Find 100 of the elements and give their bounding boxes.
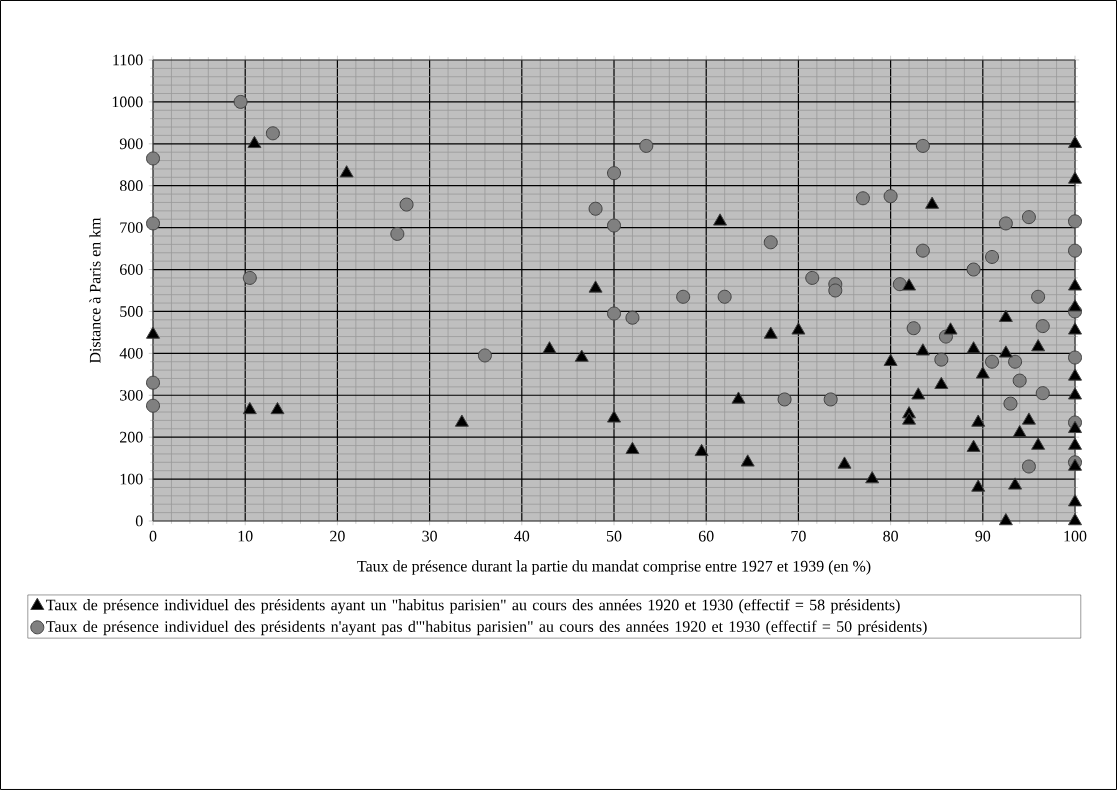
point [242, 401, 257, 415]
point [242, 270, 257, 285]
point [607, 306, 622, 321]
point [1068, 368, 1083, 381]
point [454, 414, 469, 427]
point [146, 326, 160, 339]
point [915, 343, 930, 356]
point [1035, 319, 1050, 334]
point [1068, 243, 1083, 258]
y-tick-label: 500 [120, 306, 143, 317]
point [588, 280, 603, 293]
point [998, 216, 1013, 231]
point [1021, 210, 1036, 225]
point [1068, 512, 1083, 526]
point [763, 326, 778, 339]
y-tick-label: 800 [119, 180, 143, 192]
point [1031, 289, 1046, 304]
point [1008, 354, 1023, 369]
point [399, 197, 414, 212]
point [265, 126, 280, 141]
point [1003, 396, 1018, 411]
point [883, 353, 898, 366]
y-tick-label: 300 [120, 389, 143, 401]
point [1068, 387, 1083, 400]
point [146, 151, 161, 166]
point [1068, 214, 1083, 229]
y-tick-label: 900 [119, 138, 143, 150]
point [823, 392, 838, 407]
point [625, 441, 640, 454]
point [966, 341, 981, 354]
point [971, 479, 986, 492]
point [902, 278, 917, 291]
point [1008, 477, 1023, 490]
point [1031, 339, 1046, 352]
point [146, 216, 161, 231]
point [574, 349, 589, 362]
x-tick-label: 80 [883, 530, 898, 542]
point [607, 410, 621, 423]
point [1021, 459, 1036, 474]
point [1068, 494, 1083, 507]
y-tick-label: 100 [120, 473, 143, 485]
x-tick-label: 10 [238, 530, 253, 542]
point [966, 262, 981, 277]
x-tick-label: 60 [698, 530, 714, 542]
point [828, 283, 843, 298]
point [588, 201, 603, 216]
legend-label: Taux de présence individuel des présidents n'ayant pas d'"habitus parisien" au cours des années 1920 et 1930 (effectif = 50 présidents) [46, 620, 927, 636]
point [934, 352, 949, 367]
point [694, 443, 709, 457]
y-tick-label: 0 [135, 515, 143, 527]
point [998, 309, 1013, 322]
legend-label: Taux de présence individuel des présidents ayant un "habitus parisien" au cours des années 1920 et 1930 (effectif = 58 présidents) [46, 598, 900, 614]
point [911, 387, 926, 400]
point [915, 138, 930, 153]
point [1068, 350, 1083, 365]
point [717, 289, 732, 304]
x-tick-label: 0 [149, 530, 157, 542]
point [902, 412, 917, 425]
y-axis-title: Distance à Paris en km [89, 217, 101, 364]
point [1031, 437, 1046, 450]
point [791, 322, 806, 335]
point [1021, 412, 1036, 425]
x-tick-label: 20 [330, 530, 345, 542]
point [915, 243, 930, 258]
point [883, 189, 898, 204]
point [998, 512, 1013, 526]
point [837, 456, 852, 469]
y-tick-label: 700 [120, 222, 143, 233]
point [777, 392, 792, 407]
point [1068, 322, 1083, 335]
point [740, 454, 755, 467]
point [805, 270, 820, 285]
point [146, 398, 161, 413]
y-tick-label: 1100 [113, 54, 143, 66]
point [625, 310, 640, 325]
point [975, 366, 990, 379]
point [971, 414, 986, 427]
point [865, 471, 880, 484]
x-tick-label: 70 [791, 530, 806, 542]
x-axis-title: Taux de présence durant la partie du mandat comprise entre 1927 et 1939 (en %) [357, 560, 871, 575]
x-tick-label: 50 [606, 530, 622, 542]
point [713, 213, 728, 226]
x-tick-label: 40 [514, 530, 530, 542]
point [855, 191, 870, 206]
y-tick-label: 600 [120, 264, 143, 275]
x-tick-label: 90 [975, 530, 991, 542]
point [966, 439, 981, 452]
y-tick-label: 400 [119, 347, 143, 359]
point [985, 249, 1000, 264]
point [943, 322, 958, 335]
point [985, 354, 1000, 369]
point [925, 196, 940, 209]
x-tick-label: 30 [422, 530, 437, 542]
y-tick-label: 200 [120, 431, 143, 443]
point [763, 235, 778, 250]
point [934, 376, 949, 390]
point [906, 321, 921, 336]
point [1068, 420, 1083, 434]
point [339, 165, 354, 178]
point [1068, 437, 1083, 450]
